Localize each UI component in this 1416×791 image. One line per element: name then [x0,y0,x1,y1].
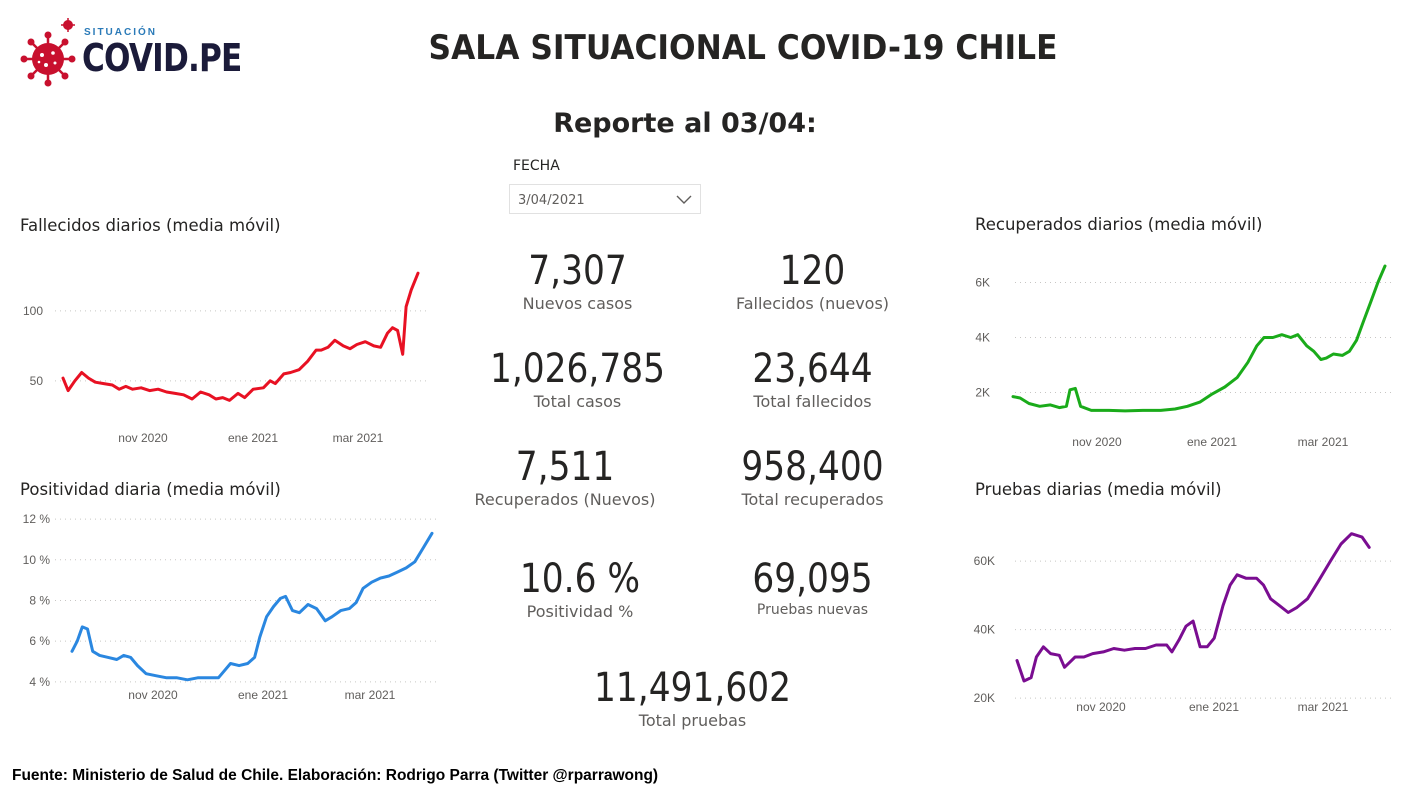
kpi-positividad: 10.6 % Positividad % [470,556,690,621]
kpi-value: 7,307 [528,248,627,294]
y-tick-label: 12 % [23,512,51,526]
y-tick-label: 50 [30,374,44,388]
y-tick-label: 60K [974,554,995,568]
kpi-total-pruebas: 11,491,602 Total pruebas [560,665,825,730]
source-credit: Fuente: Ministerio de Salud de Chile. El… [12,767,659,784]
x-tick-label: nov 2020 [128,688,178,702]
recuperados-line-chart[interactable]: 2K 4K 6K nov 2020 ene 2021 mar 2021 [955,240,1405,455]
y-tick-label: 20K [974,691,995,705]
x-tick-label: nov 2020 [1072,435,1122,449]
kpi-value: 958,400 [741,444,884,490]
kpi-label: Recuperados (Nuevos) [474,490,656,509]
chevron-down-icon[interactable] [676,195,692,205]
pruebas-chart-title: Pruebas diarias (media móvil) [975,480,1222,499]
x-tick-label: ene 2021 [1187,435,1237,449]
x-tick-label: mar 2021 [1298,435,1349,449]
date-filter-dropdown[interactable]: 3/04/2021 [509,184,701,214]
pruebas-line-chart[interactable]: 20K 40K 60K nov 2020 ene 2021 mar 2021 [955,505,1405,720]
y-tick-label: 2K [975,386,990,400]
x-tick-label: ene 2021 [1189,700,1239,714]
kpi-value: 23,644 [752,346,873,392]
y-tick-label: 6K [975,276,990,290]
kpi-value: 11,491,602 [594,665,791,711]
kpi-value: 10.6 % [519,556,641,602]
y-tick-label: 4K [975,331,990,345]
kpi-recuperados-nuevos: 7,511 Recuperados (Nuevos) [455,444,675,509]
date-filter-label: FECHA [513,158,560,174]
x-tick-label: mar 2021 [1298,700,1349,714]
fallecidos-chart-title: Fallecidos diarios (media móvil) [20,216,281,235]
x-tick-label: ene 2021 [238,688,288,702]
kpi-total-recuperados: 958,400 Total recuperados [695,444,930,509]
kpi-value: 1,026,785 [489,346,666,392]
covid-virus-logo-icon [20,18,76,87]
x-tick-label: nov 2020 [118,431,168,445]
kpi-label: Total fallecidos [753,392,872,411]
kpi-fallecidos-nuevos: 120 Fallecidos (nuevos) [705,248,920,313]
pruebas-series-line[interactable] [1015,532,1371,683]
kpi-nuevos-casos: 7,307 Nuevos casos [470,248,685,313]
date-filter-value: 3/04/2021 [518,193,585,208]
y-tick-label: 40K [974,623,995,637]
kpi-total-fallecidos: 23,644 Total fallecidos [705,346,920,411]
x-tick-label: mar 2021 [345,688,396,702]
y-tick-label: 100 [23,304,43,318]
positividad-chart-title: Positividad diaria (media móvil) [20,480,281,499]
kpi-value: 7,511 [515,444,615,490]
recuperados-chart-title: Recuperados diarios (media móvil) [975,215,1263,234]
fallecidos-line-chart[interactable]: 50 100 nov 2020 ene 2021 mar 2021 [0,240,450,455]
kpi-value: 69,095 [752,556,873,602]
kpi-label: Pruebas nuevas [756,602,869,618]
kpi-pruebas-nuevas: 69,095 Pruebas nuevas [705,556,920,618]
y-tick-label: 4 % [29,675,50,689]
y-tick-label: 8 % [29,593,50,607]
y-tick-label: 10 % [23,553,51,567]
recuperados-series-line[interactable] [1011,264,1387,413]
kpi-label: Total pruebas [638,711,747,730]
kpi-label: Nuevos casos [522,294,633,313]
kpi-total-casos: 1,026,785 Total casos [455,346,700,411]
logo-tagline: SITUACIÓN [84,27,157,38]
positividad-series-line[interactable] [70,531,434,682]
x-tick-label: ene 2021 [228,431,278,445]
kpi-label: Positividad % [526,602,634,621]
logo-wordmark: COVID.PE [82,36,242,80]
x-tick-label: nov 2020 [1076,700,1126,714]
kpi-label: Total casos [533,392,622,411]
kpi-label: Total recuperados [741,490,884,509]
positividad-line-chart[interactable]: 4 % 6 % 8 % 10 % 12 % nov 2020 ene 2021 mar 202… [0,505,450,705]
kpi-label: Fallecidos (nuevos) [735,294,890,313]
page-title: SALA SITUACIONAL COVID-19 CHILE [428,28,1058,68]
report-date-heading: Reporte al 03/04: [553,108,817,139]
fallecidos-series-line[interactable] [61,271,420,402]
kpi-value: 120 [779,248,846,294]
x-tick-label: mar 2021 [333,431,384,445]
y-tick-label: 6 % [29,634,50,648]
